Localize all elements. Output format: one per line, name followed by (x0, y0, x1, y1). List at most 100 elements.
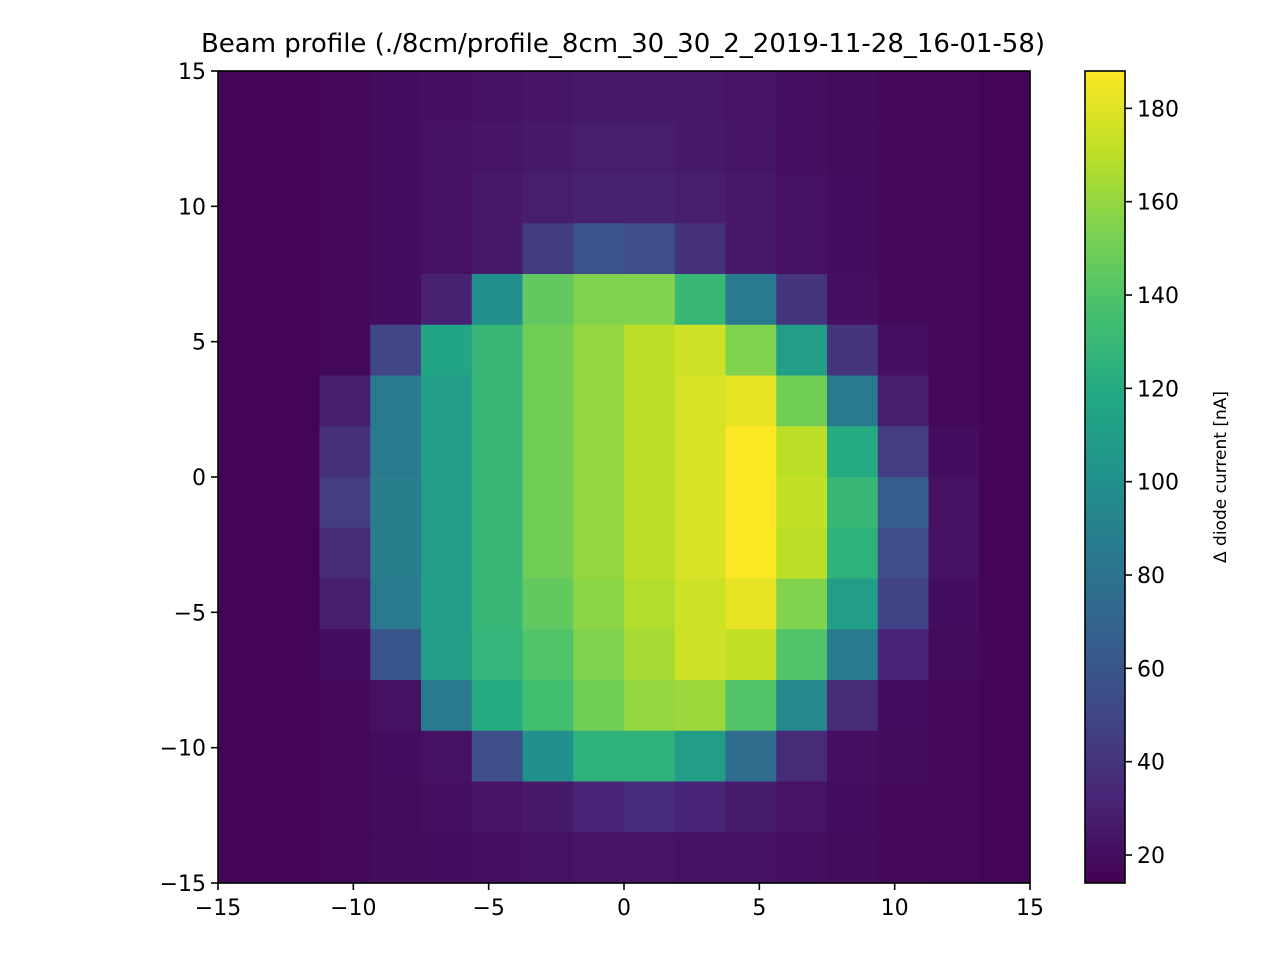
heatmap-cell (218, 172, 270, 224)
chart-title: Beam profile (./8cm/profile_8cm_30_30_2_… (201, 29, 1045, 59)
heatmap-cell (471, 274, 524, 326)
heatmap-cell (674, 781, 727, 833)
y-tick-label: 5 (192, 331, 206, 356)
heatmap-cell (725, 781, 777, 833)
heatmap-cell (319, 832, 371, 884)
heatmap-cell (573, 527, 625, 580)
heatmap-cell (218, 527, 270, 580)
heatmap-cell (573, 832, 625, 884)
heatmap-cell (421, 578, 473, 630)
heatmap-cell (471, 578, 524, 630)
heatmap-cell (421, 477, 473, 529)
heatmap-cell (218, 375, 270, 427)
heatmap-cell (827, 172, 879, 224)
heatmap-cell (979, 832, 1031, 884)
heatmap-cell (674, 324, 727, 377)
heatmap-cell (218, 680, 270, 732)
heatmap-cell (827, 578, 879, 630)
x-axis: −15 −10 −5 0 5 10 15 (195, 883, 1044, 921)
heatmap-cell (979, 375, 1031, 427)
heatmap-cell (522, 781, 574, 833)
heatmap-cell (776, 680, 828, 732)
colorbar (1084, 70, 1126, 884)
heatmap-cell (268, 426, 321, 478)
heatmap-cell (370, 527, 422, 580)
heatmap-cell (624, 324, 676, 377)
heatmap-cell (877, 527, 930, 580)
heatmap-cell (268, 71, 321, 123)
heatmap-cell (421, 375, 473, 427)
heatmap (218, 71, 1031, 884)
y-tick-label: 10 (178, 195, 206, 220)
heatmap-cell (218, 121, 270, 174)
heatmap-cell (218, 578, 270, 630)
heatmap-cell (370, 730, 422, 783)
heatmap-cell (471, 477, 524, 529)
heatmap-cell (522, 223, 574, 275)
x-tick-label: −15 (195, 896, 241, 921)
heatmap-cell (979, 730, 1031, 783)
heatmap-cell (725, 121, 777, 174)
heatmap-cell (573, 426, 625, 478)
heatmap-cell (319, 324, 371, 377)
heatmap-cell (522, 426, 574, 478)
heatmap-cell (218, 71, 270, 123)
heatmap-cell (268, 832, 321, 884)
heatmap-cell (776, 426, 828, 478)
heatmap-cell (928, 324, 980, 377)
heatmap-cell (421, 781, 473, 833)
heatmap-cell (725, 680, 777, 732)
x-tick-label: 15 (1016, 896, 1044, 921)
x-tick-label: 5 (752, 896, 766, 921)
heatmap-cell (471, 629, 524, 681)
heatmap-cell (827, 324, 879, 377)
heatmap-cell (268, 121, 321, 174)
heatmap-cell (421, 832, 473, 884)
heatmap-cell (877, 172, 930, 224)
heatmap-cell (877, 426, 930, 478)
heatmap-cell (979, 477, 1031, 529)
heatmap-cell (725, 324, 777, 377)
heatmap-cell (674, 172, 727, 224)
heatmap-cell (268, 172, 321, 224)
heatmap-cell (471, 832, 524, 884)
heatmap-cell (877, 629, 930, 681)
heatmap-cell (979, 121, 1031, 174)
heatmap-cell (674, 375, 727, 427)
heatmap-cell (624, 781, 676, 833)
heatmap-cell (370, 629, 422, 681)
heatmap-cell (979, 324, 1031, 377)
heatmap-cell (218, 477, 270, 529)
heatmap-cell (928, 71, 980, 123)
heatmap-cell (674, 477, 727, 529)
colorbar-tick-label: 180 (1137, 97, 1179, 122)
heatmap-cell (319, 629, 371, 681)
heatmap-cell (674, 71, 727, 123)
heatmap-cell (624, 223, 676, 275)
heatmap-cell (877, 477, 930, 529)
heatmap-cell (624, 172, 676, 224)
heatmap-cell (725, 172, 777, 224)
heatmap-cell (928, 781, 980, 833)
heatmap-cell (877, 781, 930, 833)
heatmap-cell (877, 274, 930, 326)
heatmap-cell (573, 121, 625, 174)
x-tick-label: 0 (617, 896, 631, 921)
heatmap-cell (421, 324, 473, 377)
heatmap-cell (827, 629, 879, 681)
y-tick-label: 15 (178, 60, 206, 85)
heatmap-cell (776, 121, 828, 174)
heatmap-cell (928, 223, 980, 275)
heatmap-cell (827, 730, 879, 783)
heatmap-cell (674, 680, 727, 732)
heatmap-cell (674, 832, 727, 884)
heatmap-cell (827, 274, 879, 326)
heatmap-cell (471, 375, 524, 427)
heatmap-cell (776, 477, 828, 529)
heatmap-cell (674, 274, 727, 326)
heatmap-cell (827, 223, 879, 275)
heatmap-cell (421, 71, 473, 123)
heatmap-cell (776, 730, 828, 783)
heatmap-cell (979, 527, 1031, 580)
